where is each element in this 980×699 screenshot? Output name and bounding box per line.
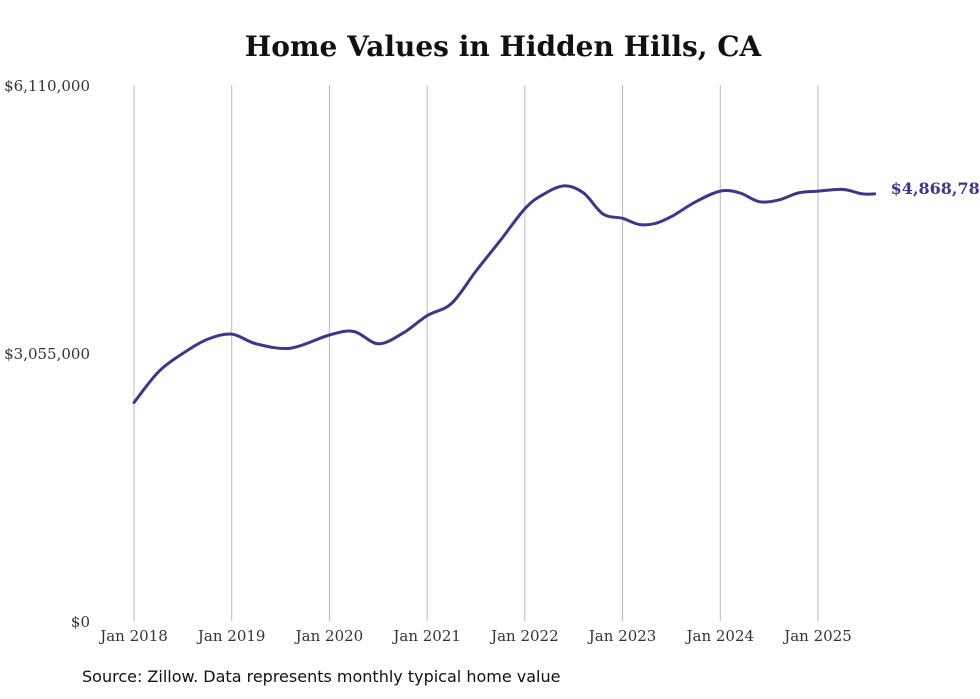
x-tick-label: Jan 2018 bbox=[98, 627, 168, 645]
x-tick-label: Jan 2022 bbox=[489, 627, 559, 645]
source-note: Source: Zillow. Data represents monthly … bbox=[82, 667, 561, 686]
x-tick-label: Jan 2024 bbox=[685, 627, 755, 645]
y-tick-label: $6,110,000 bbox=[4, 77, 90, 95]
y-tick-label: $3,055,000 bbox=[4, 345, 90, 363]
series-line bbox=[132, 184, 877, 405]
x-tick-label: Jan 2021 bbox=[391, 627, 461, 645]
chart-title: Home Values in Hidden Hills, CA bbox=[244, 30, 762, 63]
x-tick-label: Jan 2019 bbox=[196, 627, 266, 645]
x-tick-label: Jan 2023 bbox=[587, 627, 657, 645]
x-tick-label: Jan 2025 bbox=[782, 627, 852, 645]
y-tick-label: $0 bbox=[71, 613, 90, 631]
end-value-label: $4,868,785 bbox=[891, 179, 980, 198]
x-tick-label: Jan 2020 bbox=[294, 627, 364, 645]
